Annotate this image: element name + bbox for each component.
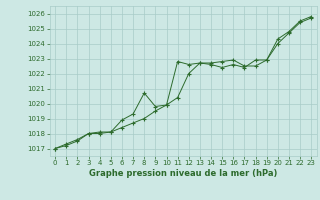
X-axis label: Graphe pression niveau de la mer (hPa): Graphe pression niveau de la mer (hPa) — [89, 169, 277, 178]
